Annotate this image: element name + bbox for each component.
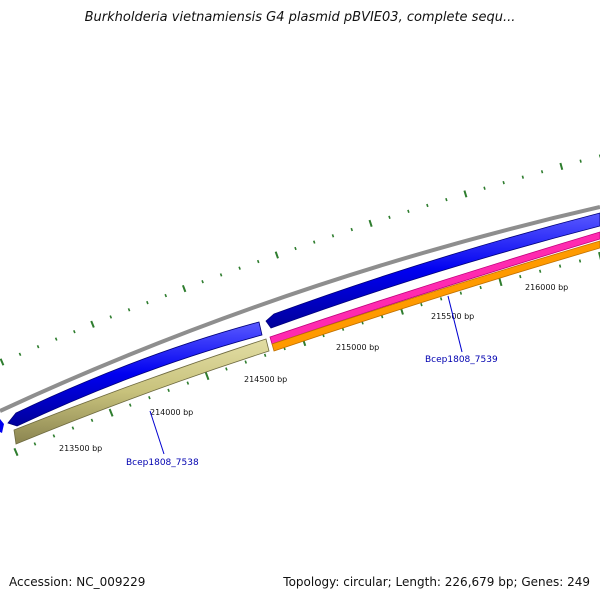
forward-cds-arrow-icon[interactable] (265, 212, 600, 329)
tick-mark (420, 303, 423, 307)
tick-mark (579, 159, 582, 163)
tick-mark (294, 246, 297, 251)
tick-mark (109, 315, 113, 319)
tick-mark (459, 291, 463, 295)
tick-mark (71, 426, 75, 430)
tick-mark (519, 274, 522, 279)
tick-mark (407, 209, 410, 214)
tick-mark (54, 337, 58, 341)
inner-tick-marks (13, 251, 600, 457)
tick-mark (256, 259, 260, 264)
tick-mark (558, 264, 562, 268)
tick-mark (52, 434, 56, 438)
tick-mark (36, 344, 40, 349)
map-summary-text: Topology: circular; Length: 226,679 bp; … (283, 575, 590, 589)
reverse-cds-arrow-icon[interactable] (13, 338, 270, 445)
gene-label-bcep1808-7539[interactable]: Bcep1808_7539 (425, 355, 498, 365)
tick-mark (559, 162, 564, 171)
tick-mark (90, 418, 94, 423)
tick-mark (463, 190, 468, 198)
tick-mark (426, 203, 429, 208)
tick-mark (578, 259, 582, 263)
tick-mark (479, 285, 482, 290)
tick-mark (521, 175, 525, 179)
tick-mark (225, 367, 228, 371)
tick-mark (18, 352, 22, 356)
tick-mark (331, 234, 335, 238)
tick-mark (127, 308, 131, 312)
tick-mark (598, 251, 600, 261)
accession-text: Accession: NC_009229 (9, 575, 146, 589)
tick-mark (445, 197, 448, 202)
tick-mark (167, 388, 170, 393)
forward-cds-fragment-icon[interactable] (0, 419, 4, 433)
tick-mark (164, 293, 168, 298)
tick-mark (502, 180, 505, 185)
gene-label-bcep1808-7538[interactable]: Bcep1808_7538 (126, 458, 199, 468)
tick-mark (146, 300, 149, 305)
gene-label-leader-line (447, 295, 463, 353)
tick-mark (148, 395, 151, 400)
tick-mark (263, 353, 267, 357)
tick-mark (439, 297, 443, 301)
outer-tick-marks (0, 154, 600, 366)
tick-mark (312, 240, 316, 244)
tick-mark (186, 381, 190, 385)
tick-mark (204, 371, 210, 381)
tick-mark (0, 358, 5, 366)
position-label: 215000 bp (336, 343, 379, 352)
tick-mark (128, 403, 132, 407)
rna-feature-orange-icon[interactable] (271, 240, 600, 352)
tick-mark (380, 315, 384, 319)
tick-mark (219, 273, 223, 277)
tick-mark (13, 447, 19, 457)
tick-mark (540, 170, 544, 174)
position-label: 213500 bp (59, 444, 102, 453)
tick-mark (388, 215, 391, 220)
plasmid-backbone-icon (0, 205, 600, 413)
tick-mark (539, 269, 542, 273)
tick-mark (33, 442, 37, 446)
tick-mark (350, 227, 353, 232)
position-label: 216000 bp (525, 283, 568, 292)
tick-mark (498, 277, 503, 287)
map-title: Burkholderia vietnamiensis G4 plasmid pB… (84, 10, 516, 25)
tick-mark (181, 284, 187, 293)
forward-cds-arrow-icon[interactable] (7, 321, 263, 427)
position-label: 214000 bp (150, 408, 193, 417)
tick-mark (244, 360, 248, 364)
tick-mark (274, 251, 279, 259)
tick-mark (201, 280, 204, 284)
tick-mark (483, 186, 486, 190)
gene-label-leader-line (149, 410, 165, 455)
tick-mark (368, 219, 373, 228)
tick-mark (238, 266, 241, 270)
tick-mark (90, 320, 95, 328)
position-label: 214500 bp (244, 375, 287, 384)
rna-feature-magenta-icon[interactable] (269, 231, 600, 345)
tick-mark (73, 329, 76, 334)
tick-mark (108, 408, 114, 417)
